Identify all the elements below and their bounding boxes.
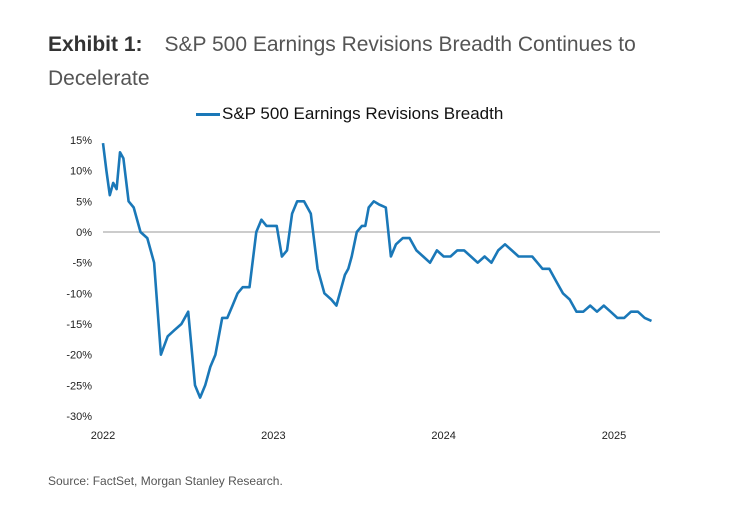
y-tick-label: 15% [70, 135, 92, 147]
x-tick-label: 2022 [91, 430, 115, 442]
y-tick-label: 0% [76, 227, 92, 239]
x-tick-label: 2024 [431, 430, 455, 442]
chart-legend: S&P 500 Earnings Revisions Breadth [196, 104, 503, 124]
y-tick-label: -20% [66, 350, 92, 362]
y-tick-label: 10% [70, 166, 92, 178]
legend-swatch [196, 112, 220, 116]
exhibit-label: Exhibit 1: [48, 33, 143, 56]
x-tick-label: 2025 [602, 430, 626, 442]
source-note: Source: FactSet, Morgan Stanley Research… [48, 474, 283, 488]
legend-label: S&P 500 Earnings Revisions Breadth [222, 104, 504, 123]
exhibit-title: Exhibit 1: S&P 500 Earnings Revisions Bre… [48, 28, 688, 96]
y-tick-label: -10% [66, 288, 92, 300]
series-line-revisions-breadth [101, 142, 653, 399]
y-tick-label: -25% [66, 380, 92, 392]
exhibit-title-text: S&P 500 Earnings Revisions Breadth Conti… [48, 33, 636, 90]
y-tick-label: 5% [76, 196, 92, 208]
y-tick-label: -5% [72, 258, 92, 270]
x-axis-ticks: 2022 2023 2024 2025 [91, 430, 626, 442]
y-tick-label: -15% [66, 319, 92, 331]
y-tick-label: -30% [66, 411, 92, 423]
y-axis-ticks: 15% 10% 5% 0% -5% -10% -15% -20% -25% -30% [66, 135, 92, 423]
x-tick-label: 2023 [261, 430, 285, 442]
